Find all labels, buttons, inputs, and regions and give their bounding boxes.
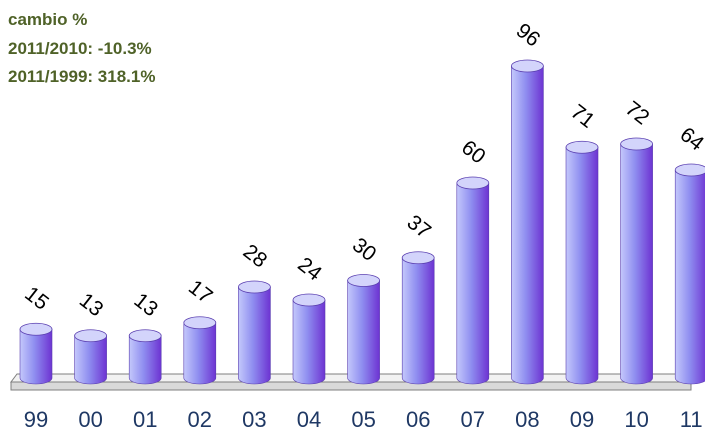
bar-09 (565, 140, 599, 385)
x-tick-09: 09 (570, 407, 594, 432)
bar-11 (674, 163, 705, 385)
bar-02 (183, 316, 217, 385)
change-annotations: cambio % 2011/2010: -10.3% 2011/1999: 31… (8, 6, 155, 92)
bar-05 (347, 274, 381, 385)
data-label-05: 30 (348, 233, 381, 266)
bar-04 (292, 293, 326, 385)
bar-top (19, 322, 53, 336)
data-label-01: 13 (130, 289, 163, 322)
data-label-03: 28 (239, 240, 272, 273)
bar-body (674, 169, 705, 385)
bar-top (237, 280, 271, 294)
annotation-title: cambio % (8, 10, 88, 29)
bar-top (128, 329, 162, 343)
x-tick-02: 02 (188, 407, 212, 432)
bar-body (292, 299, 326, 385)
bar-body (183, 322, 217, 385)
bar-body (128, 335, 162, 385)
x-tick-00: 00 (78, 407, 102, 432)
bar-body (565, 146, 599, 385)
bar-07 (456, 176, 490, 385)
x-tick-labels-group: 99 00 01 02 03 04 05 06 07 08 09 10 11 (24, 407, 703, 432)
bar-body (620, 143, 653, 385)
bar-top (183, 316, 217, 330)
x-tick-07: 07 (461, 407, 485, 432)
data-label-00: 13 (75, 289, 108, 322)
bar-top (565, 140, 599, 154)
bar-top (620, 137, 653, 151)
data-label-11: 64 (676, 123, 705, 156)
bar-body (238, 286, 271, 385)
bar-top (511, 59, 544, 73)
data-label-08: 96 (512, 19, 545, 52)
bar-body (511, 65, 544, 385)
x-tick-04: 04 (297, 407, 321, 432)
bar-top (292, 293, 326, 307)
data-label-02: 17 (184, 276, 217, 309)
bar-99 (19, 322, 53, 385)
annotation-change-2011-1999: 2011/1999: 318.1% (8, 67, 156, 86)
x-tick-06: 06 (406, 407, 430, 432)
bar-top (401, 251, 435, 265)
bars-group (19, 59, 705, 385)
data-label-06: 37 (403, 211, 436, 244)
data-label-07: 60 (457, 136, 490, 169)
bar-body (19, 328, 53, 385)
bar-01 (128, 329, 162, 385)
x-tick-08: 08 (515, 407, 539, 432)
bar-top (674, 163, 705, 177)
bar-top (347, 274, 381, 287)
data-label-04: 24 (293, 253, 326, 286)
data-label-09: 71 (566, 100, 599, 133)
x-tick-10: 10 (624, 407, 648, 432)
annotation-change-2011-2010: 2011/2010: -10.3% (8, 38, 152, 58)
bar-10 (620, 137, 653, 385)
x-tick-05: 05 (351, 407, 375, 432)
bar-00 (74, 329, 107, 385)
bar-03 (237, 280, 271, 385)
data-label-99: 15 (20, 282, 53, 315)
bar-06 (401, 251, 435, 385)
bar-body (456, 182, 490, 385)
x-tick-11: 11 (680, 407, 703, 432)
bar-body (74, 335, 107, 385)
bar-body (347, 280, 380, 385)
bar-08 (511, 59, 544, 385)
x-tick-99: 99 (24, 407, 48, 432)
bar-top (456, 176, 490, 190)
data-label-10: 72 (621, 97, 654, 130)
x-tick-01: 01 (133, 407, 157, 432)
bar-top (74, 329, 107, 343)
bar-body (401, 257, 435, 385)
x-tick-03: 03 (242, 407, 266, 432)
